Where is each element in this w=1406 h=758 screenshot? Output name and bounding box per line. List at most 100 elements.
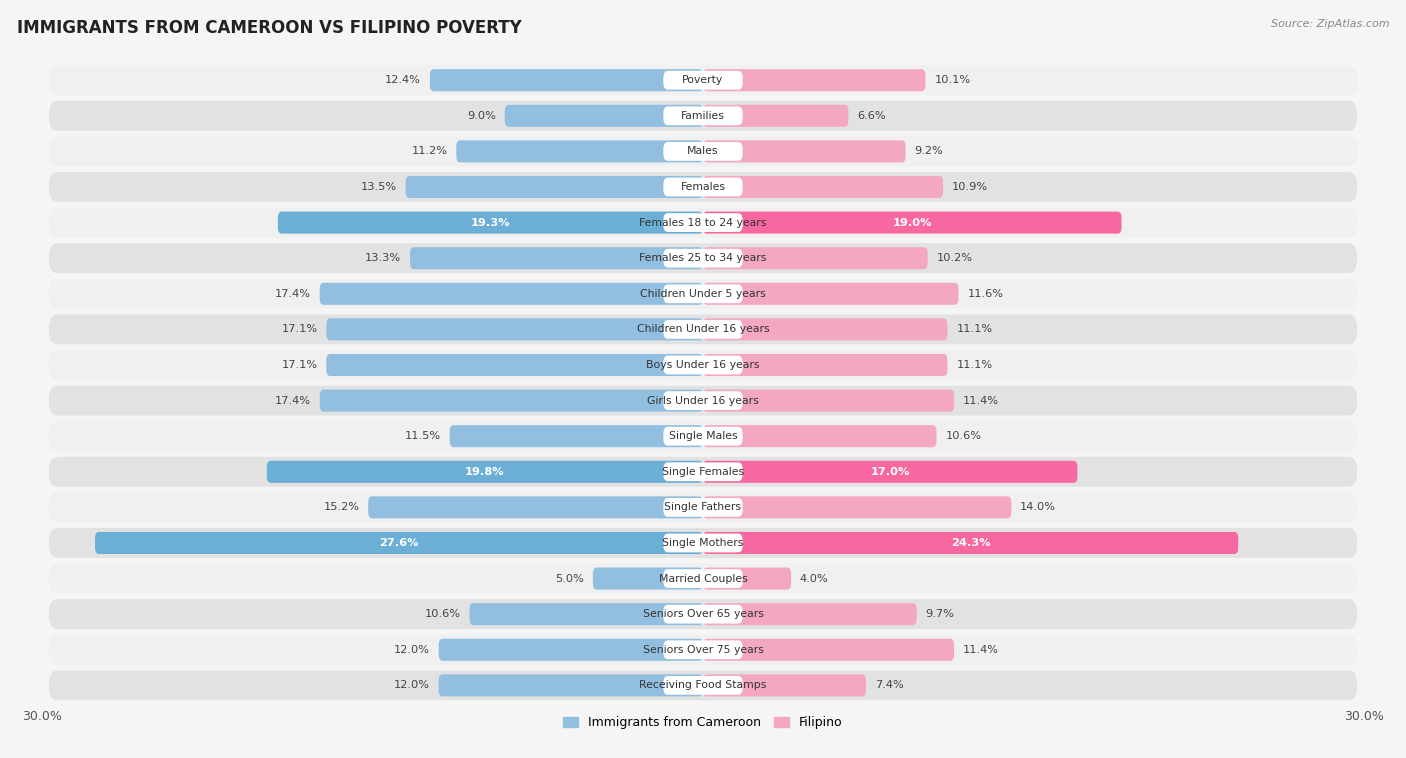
- Text: Poverty: Poverty: [682, 75, 724, 85]
- Text: 11.5%: 11.5%: [405, 431, 441, 441]
- Text: 17.4%: 17.4%: [276, 289, 311, 299]
- Text: 24.3%: 24.3%: [950, 538, 990, 548]
- FancyBboxPatch shape: [49, 600, 1357, 629]
- FancyBboxPatch shape: [49, 528, 1357, 558]
- Text: 17.0%: 17.0%: [870, 467, 910, 477]
- FancyBboxPatch shape: [664, 427, 742, 446]
- FancyBboxPatch shape: [405, 176, 703, 198]
- FancyBboxPatch shape: [49, 670, 1357, 700]
- FancyBboxPatch shape: [49, 634, 1357, 665]
- FancyBboxPatch shape: [430, 69, 703, 91]
- FancyBboxPatch shape: [664, 70, 742, 89]
- FancyBboxPatch shape: [703, 247, 928, 269]
- FancyBboxPatch shape: [664, 142, 742, 161]
- Text: Children Under 16 years: Children Under 16 years: [637, 324, 769, 334]
- FancyBboxPatch shape: [49, 101, 1357, 131]
- FancyBboxPatch shape: [703, 532, 1239, 554]
- FancyBboxPatch shape: [450, 425, 703, 447]
- FancyBboxPatch shape: [49, 136, 1357, 166]
- FancyBboxPatch shape: [664, 498, 742, 517]
- Text: Single Males: Single Males: [669, 431, 737, 441]
- FancyBboxPatch shape: [703, 390, 955, 412]
- FancyBboxPatch shape: [703, 318, 948, 340]
- Text: 6.6%: 6.6%: [858, 111, 886, 121]
- Text: 7.4%: 7.4%: [875, 681, 904, 691]
- FancyBboxPatch shape: [703, 211, 1122, 233]
- Text: 13.5%: 13.5%: [361, 182, 396, 192]
- Text: Single Females: Single Females: [662, 467, 744, 477]
- Text: Males: Males: [688, 146, 718, 156]
- Text: Seniors Over 75 years: Seniors Over 75 years: [643, 645, 763, 655]
- FancyBboxPatch shape: [664, 641, 742, 659]
- FancyBboxPatch shape: [470, 603, 703, 625]
- Text: IMMIGRANTS FROM CAMEROON VS FILIPINO POVERTY: IMMIGRANTS FROM CAMEROON VS FILIPINO POV…: [17, 19, 522, 37]
- Text: 10.9%: 10.9%: [952, 182, 988, 192]
- Text: Single Fathers: Single Fathers: [665, 503, 741, 512]
- FancyBboxPatch shape: [703, 568, 792, 590]
- Text: 19.3%: 19.3%: [471, 218, 510, 227]
- FancyBboxPatch shape: [664, 213, 742, 232]
- FancyBboxPatch shape: [319, 283, 703, 305]
- FancyBboxPatch shape: [439, 639, 703, 661]
- FancyBboxPatch shape: [703, 176, 943, 198]
- FancyBboxPatch shape: [703, 140, 905, 162]
- FancyBboxPatch shape: [439, 675, 703, 697]
- Text: Children Under 5 years: Children Under 5 years: [640, 289, 766, 299]
- FancyBboxPatch shape: [703, 425, 936, 447]
- FancyBboxPatch shape: [664, 462, 742, 481]
- FancyBboxPatch shape: [49, 564, 1357, 594]
- Text: Females 18 to 24 years: Females 18 to 24 years: [640, 218, 766, 227]
- FancyBboxPatch shape: [664, 320, 742, 339]
- Text: 11.4%: 11.4%: [963, 396, 998, 406]
- FancyBboxPatch shape: [593, 568, 703, 590]
- FancyBboxPatch shape: [368, 496, 703, 518]
- Text: 10.1%: 10.1%: [934, 75, 970, 85]
- FancyBboxPatch shape: [703, 283, 959, 305]
- FancyBboxPatch shape: [703, 105, 848, 127]
- FancyBboxPatch shape: [664, 676, 742, 695]
- Text: Females 25 to 34 years: Females 25 to 34 years: [640, 253, 766, 263]
- Legend: Immigrants from Cameroon, Filipino: Immigrants from Cameroon, Filipino: [558, 711, 848, 735]
- FancyBboxPatch shape: [703, 496, 1011, 518]
- FancyBboxPatch shape: [49, 315, 1357, 344]
- FancyBboxPatch shape: [703, 675, 866, 697]
- FancyBboxPatch shape: [326, 354, 703, 376]
- Text: Females: Females: [681, 182, 725, 192]
- Text: 17.4%: 17.4%: [276, 396, 311, 406]
- FancyBboxPatch shape: [664, 356, 742, 374]
- Text: 10.6%: 10.6%: [945, 431, 981, 441]
- Text: 19.0%: 19.0%: [893, 218, 932, 227]
- FancyBboxPatch shape: [664, 284, 742, 303]
- Text: 12.4%: 12.4%: [385, 75, 420, 85]
- Text: 11.4%: 11.4%: [963, 645, 998, 655]
- FancyBboxPatch shape: [664, 569, 742, 588]
- Text: Source: ZipAtlas.com: Source: ZipAtlas.com: [1271, 19, 1389, 29]
- Text: 10.2%: 10.2%: [936, 253, 973, 263]
- FancyBboxPatch shape: [278, 211, 703, 233]
- FancyBboxPatch shape: [703, 639, 955, 661]
- FancyBboxPatch shape: [664, 391, 742, 410]
- Text: 17.1%: 17.1%: [281, 360, 318, 370]
- FancyBboxPatch shape: [326, 318, 703, 340]
- FancyBboxPatch shape: [49, 457, 1357, 487]
- Text: Families: Families: [681, 111, 725, 121]
- FancyBboxPatch shape: [319, 390, 703, 412]
- FancyBboxPatch shape: [505, 105, 703, 127]
- FancyBboxPatch shape: [664, 249, 742, 268]
- Text: 17.1%: 17.1%: [281, 324, 318, 334]
- FancyBboxPatch shape: [703, 461, 1077, 483]
- Text: Boys Under 16 years: Boys Under 16 years: [647, 360, 759, 370]
- Text: 9.7%: 9.7%: [925, 609, 955, 619]
- Text: 5.0%: 5.0%: [555, 574, 583, 584]
- Text: 12.0%: 12.0%: [394, 681, 430, 691]
- Text: 11.6%: 11.6%: [967, 289, 1004, 299]
- Text: 10.6%: 10.6%: [425, 609, 461, 619]
- FancyBboxPatch shape: [664, 106, 742, 125]
- FancyBboxPatch shape: [664, 605, 742, 624]
- Text: Girls Under 16 years: Girls Under 16 years: [647, 396, 759, 406]
- Text: 12.0%: 12.0%: [394, 645, 430, 655]
- Text: 11.1%: 11.1%: [956, 360, 993, 370]
- Text: 9.0%: 9.0%: [467, 111, 496, 121]
- Text: 9.2%: 9.2%: [914, 146, 943, 156]
- FancyBboxPatch shape: [49, 243, 1357, 273]
